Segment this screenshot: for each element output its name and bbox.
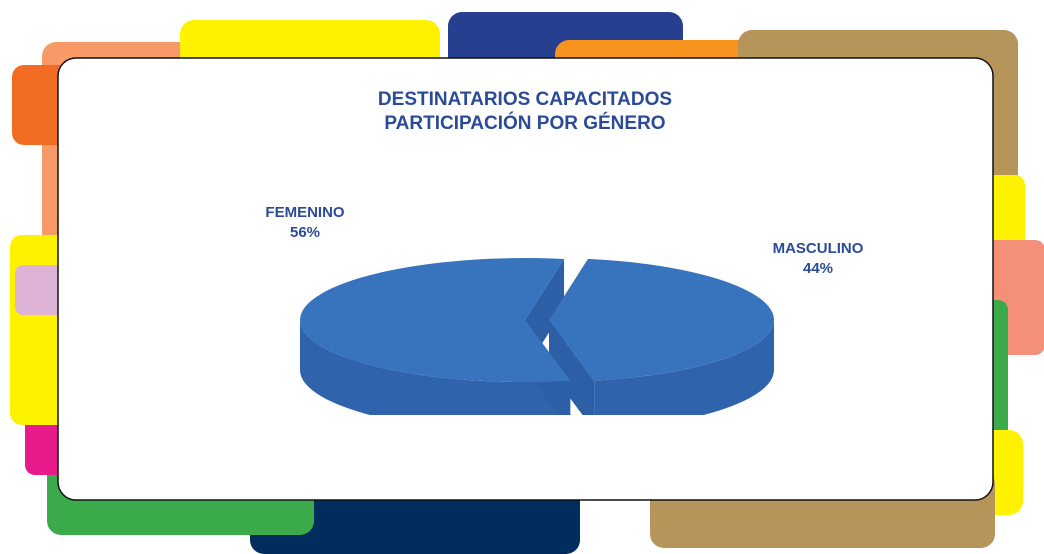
slice-label: MASCULINO [773, 240, 864, 257]
crop-mask [300, 415, 780, 475]
slice-value-label: 44% [803, 260, 833, 277]
slide: DESTINATARIOS CAPACITADOS PARTICIPACIÓN … [0, 0, 1044, 554]
slice-label: FEMENINO [265, 204, 345, 221]
chart-title: DESTINATARIOS CAPACITADOS [378, 89, 672, 110]
slice-value-label: 56% [290, 224, 320, 241]
chart-subtitle: PARTICIPACIÓN POR GÉNERO [384, 112, 665, 134]
